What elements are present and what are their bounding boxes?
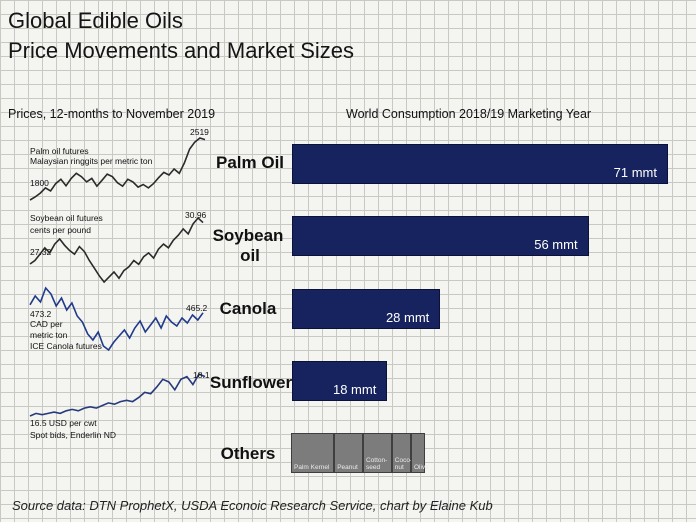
bar-value-sunflower: 18 mmt [332, 382, 377, 397]
canola-end-label: 465.2 [186, 303, 208, 313]
category-canola: Canola [219, 299, 277, 318]
bar-others: Palm Kernel Peanut Cotton-seed Coco-nut … [291, 433, 429, 473]
others-segment-label: Palm Kernel [294, 464, 330, 471]
category-soybean-oil-line-2: oil [240, 246, 260, 265]
canola-title-label: ICE Canola futures [30, 341, 102, 351]
chart-title-line-1: Global Edible Oils [8, 8, 183, 33]
bar-value-canola: 28 mmt [385, 310, 430, 325]
palm-unit-label: Malaysian ringgits per metric ton [30, 156, 153, 166]
bar-palm-oil: 71 mmt [292, 144, 668, 184]
canola-unit-line-2: metric ton [30, 330, 68, 340]
soy-unit-label: cents per pound [30, 225, 91, 235]
palm-start-label: 1800 [30, 178, 49, 188]
chart-title-line-2: Price Movements and Market Sizes [8, 38, 355, 63]
category-others: Others [220, 444, 276, 463]
soybean-oil-price-line [29, 216, 204, 284]
others-segment-olive: Olive [410, 433, 429, 473]
sunflower-price-line [29, 372, 206, 417]
bar-sunflower: 18 mmt [292, 361, 388, 401]
sun-unit-label: 16.5 USD per cwt [30, 418, 97, 428]
others-segment-coconut: Coco-nut [391, 433, 413, 473]
canola-unit-line-1: CAD per [30, 319, 63, 329]
bar-value-soybean-oil: 56 mmt [534, 237, 578, 252]
palm-title-label: Palm oil futures [30, 146, 89, 156]
others-segment-label: Cotton-seed [365, 457, 388, 471]
others-segment-label: Olive [413, 464, 429, 471]
consumption-subtitle: World Consumption 2018/19 Marketing Year [346, 107, 592, 121]
sun-title-label: Spot bids, Enderlin ND [30, 430, 116, 440]
palm-end-label: 2519 [190, 127, 209, 137]
bar-value-palm-oil: 71 mmt [613, 165, 657, 180]
category-sunflower: Sunflower [209, 373, 293, 392]
source-note: Source data: DTN ProphetX, USDA Econoic … [12, 498, 493, 513]
palm-oil-price-line [29, 137, 206, 201]
others-segment-palm-kernel: Palm Kernel [291, 433, 335, 473]
others-segment-label: Peanut [337, 464, 358, 471]
soy-start-label: 27.32 [30, 247, 52, 257]
sun-end-label: 18.1 [193, 370, 210, 380]
soy-end-label: 30.96 [185, 210, 207, 220]
category-soybean-oil-line-1: Soybean [212, 226, 284, 245]
others-segment-label: Coco-nut [394, 457, 413, 471]
bar-canola: 28 mmt [292, 289, 441, 329]
bar-soybean-oil: 56 mmt [292, 216, 589, 256]
canola-price-line [29, 286, 204, 352]
canola-start-label: 473.2 [30, 309, 52, 319]
others-segment-peanut: Peanut [334, 433, 363, 473]
prices-subtitle: Prices, 12-months to November 2019 [8, 107, 216, 121]
others-segment-cottonseed: Cotton-seed [362, 433, 392, 473]
soy-title-label: Soybean oil futures [30, 213, 103, 223]
category-palm-oil: Palm Oil [215, 153, 285, 172]
